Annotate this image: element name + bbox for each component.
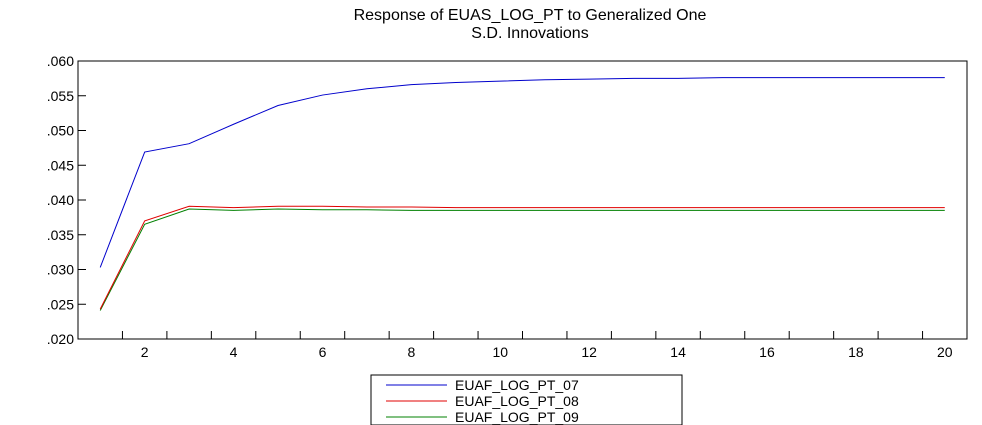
series-line-euaf-log-pt-08: [99, 205, 945, 310]
y-tick-label: .020: [47, 331, 74, 347]
legend-label-3: EUAF_LOG_PT_09: [455, 409, 579, 425]
x-tick-label: 20: [937, 344, 953, 360]
legend-label-1: EUAF_LOG_PT_07: [455, 377, 579, 393]
x-tick-label: 12: [581, 344, 597, 360]
y-tick-label: .045: [47, 157, 74, 173]
x-tick-label: 8: [407, 344, 415, 360]
x-tick-label: 16: [759, 344, 775, 360]
y-tick-label: .055: [47, 88, 74, 104]
x-tick-label: 4: [230, 344, 238, 360]
legend: EUAF_LOG_PT_07 EUAF_LOG_PT_08 EUAF_LOG_P…: [370, 374, 683, 425]
x-tick-label: 2: [141, 344, 149, 360]
plot-frame: [77, 60, 968, 340]
x-tick-label: 18: [848, 344, 864, 360]
series-line-euaf-log-pt-09: [99, 208, 945, 311]
x-tick-label: 10: [492, 344, 508, 360]
y-axis: .060 .055 .050 .045 .040 .035 .030 .025 .020: [47, 53, 86, 347]
series-line-euaf-log-pt-07: [99, 77, 945, 268]
y-tick-label: .050: [47, 123, 74, 139]
y-tick-label: .035: [47, 227, 74, 243]
chart-title: Response of EUAS_LOG_PT to Generalized O…: [354, 7, 707, 24]
series-group: [99, 77, 945, 311]
chart-subtitle: S.D. Innovations: [471, 25, 588, 42]
y-tick-label: .060: [47, 53, 74, 69]
x-tick-label: 6: [319, 344, 327, 360]
legend-label-2: EUAF_LOG_PT_08: [455, 393, 579, 409]
y-tick-label: .030: [47, 262, 74, 278]
x-axis: 2 4 6 8 10 12 14 16 18 20: [121, 331, 953, 360]
y-tick-label: .025: [47, 296, 74, 312]
x-tick-label: 14: [670, 344, 686, 360]
y-tick-label: .040: [47, 192, 74, 208]
